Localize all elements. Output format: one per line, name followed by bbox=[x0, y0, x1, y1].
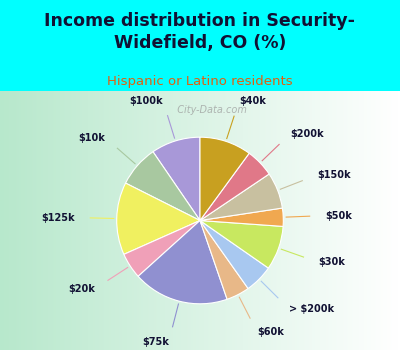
Text: $200k: $200k bbox=[290, 128, 324, 139]
Wedge shape bbox=[200, 220, 268, 288]
Text: $40k: $40k bbox=[239, 96, 266, 106]
Wedge shape bbox=[153, 137, 200, 220]
Text: $150k: $150k bbox=[317, 170, 350, 180]
Wedge shape bbox=[200, 137, 249, 220]
Text: $75k: $75k bbox=[142, 337, 169, 347]
Text: $10k: $10k bbox=[79, 133, 106, 143]
Wedge shape bbox=[138, 220, 227, 304]
Wedge shape bbox=[200, 174, 282, 220]
Wedge shape bbox=[126, 152, 200, 220]
Text: $60k: $60k bbox=[257, 327, 284, 337]
Text: $50k: $50k bbox=[325, 211, 352, 220]
Wedge shape bbox=[200, 220, 283, 268]
Wedge shape bbox=[200, 220, 248, 299]
Text: $20k: $20k bbox=[68, 284, 95, 294]
Wedge shape bbox=[117, 183, 200, 254]
Text: Income distribution in Security-
Widefield, CO (%): Income distribution in Security- Widefie… bbox=[44, 12, 356, 52]
Text: $30k: $30k bbox=[318, 257, 345, 267]
Text: > $200k: > $200k bbox=[289, 304, 334, 314]
Wedge shape bbox=[200, 208, 283, 226]
Text: $125k: $125k bbox=[41, 212, 74, 223]
Text: $100k: $100k bbox=[129, 96, 163, 106]
Text: City-Data.com: City-Data.com bbox=[170, 105, 246, 116]
Wedge shape bbox=[200, 153, 269, 220]
Text: Hispanic or Latino residents: Hispanic or Latino residents bbox=[107, 75, 293, 88]
Wedge shape bbox=[124, 220, 200, 276]
